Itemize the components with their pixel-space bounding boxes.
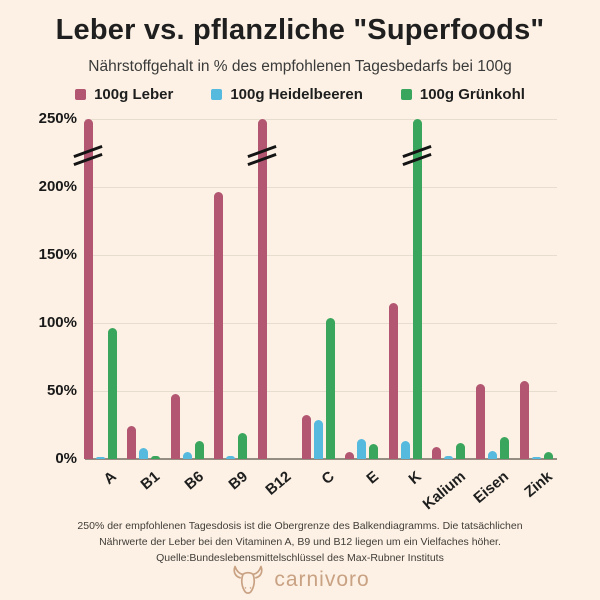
x-axis-tick-label: Zink — [521, 468, 556, 501]
bar-K-100g-leber — [388, 302, 398, 459]
legend-item: 100g Grünkohl — [400, 86, 525, 103]
bar-Eisen-100g-grünkohl — [499, 437, 509, 459]
x-axis-baseline — [85, 458, 557, 460]
x-axis-tick-label: B12 — [262, 468, 295, 499]
bar-A-100g-heidelbeeren — [95, 457, 105, 459]
gridline — [85, 119, 557, 120]
footnote-line-1: 250% der empfohlenen Tagesdosis ist die … — [77, 520, 523, 532]
bar-B9-100g-grünkohl — [238, 433, 248, 459]
legend-item: 100g Leber — [75, 86, 173, 103]
bar-Kalium-100g-leber — [432, 446, 442, 459]
legend-label: 100g Grünkohl — [419, 86, 525, 103]
cow-head-icon — [233, 565, 263, 594]
bar-Eisen-100g-leber — [475, 384, 485, 459]
bar-C-100g-heidelbeeren — [313, 419, 323, 459]
legend-swatch-icon — [75, 89, 87, 100]
bar-B6-100g-leber — [170, 393, 180, 459]
x-axis-tick-label: K — [405, 468, 426, 488]
footnote-line-3: Quelle:Bundeslebensmittelschlüssel des M… — [156, 552, 444, 564]
bar-Eisen-100g-heidelbeeren — [487, 450, 497, 459]
bar-E-100g-leber — [345, 452, 355, 459]
bar-B1-100g-leber — [127, 426, 137, 459]
bar-E-100g-heidelbeeren — [357, 438, 367, 459]
axis-break-icon — [247, 144, 277, 167]
chart-title: Leber vs. pflanzliche "Superfoods" — [55, 14, 545, 46]
bar-B1-100g-grünkohl — [151, 456, 161, 459]
x-axis-tick-label: Eisen — [470, 468, 513, 507]
bar-Zink-100g-heidelbeeren — [531, 457, 541, 459]
y-axis-tick-label: 200% — [38, 178, 77, 195]
bar-A-100g-grünkohl — [107, 328, 117, 459]
chart-subtitle: Nährstoffgehalt in % des empfohlenen Tag… — [88, 58, 512, 75]
footnote-line-2: Nährwerte der Leber bei den Vitaminen A,… — [99, 536, 501, 548]
y-axis-tick-label: 150% — [38, 246, 77, 263]
bar-K-100g-grünkohl — [412, 119, 422, 459]
axis-break-icon — [402, 144, 432, 167]
x-axis-tick-label: C — [318, 468, 338, 488]
legend-item: 100g Heidelbeeren — [211, 86, 363, 103]
gridline — [85, 255, 557, 256]
bar-B1-100g-heidelbeeren — [139, 448, 149, 459]
x-axis-tick-label: B9 — [225, 468, 251, 494]
legend: 100g Leber 100g Heidelbeeren 100g Grünkohl — [0, 86, 600, 103]
bar-B6-100g-heidelbeeren — [182, 452, 192, 459]
x-axis-tick-label: A — [100, 468, 120, 488]
bar-C-100g-leber — [301, 415, 311, 459]
axis-break-icon — [73, 144, 103, 167]
bar-Zink-100g-leber — [519, 381, 529, 459]
bar-B12-100g-leber — [257, 119, 267, 459]
brand-name: carnivoro — [274, 568, 370, 591]
bar-Kalium-100g-heidelbeeren — [444, 456, 454, 459]
y-axis-tick-label: 100% — [38, 314, 77, 331]
legend-label: 100g Heidelbeeren — [230, 86, 363, 103]
x-axis-tick-label: B1 — [137, 468, 164, 494]
gridline — [85, 323, 557, 324]
y-axis-tick-label: 250% — [38, 110, 77, 127]
bar-B6-100g-grünkohl — [194, 441, 204, 459]
legend-label: 100g Leber — [94, 86, 174, 103]
y-axis-tick-label: 50% — [46, 382, 77, 399]
bar-C-100g-grünkohl — [325, 317, 335, 459]
bar-Zink-100g-grünkohl — [543, 452, 553, 459]
legend-swatch-icon — [211, 89, 223, 100]
y-axis-tick-label: 0% — [55, 450, 77, 467]
bar-E-100g-grünkohl — [369, 444, 379, 459]
bar-B9-100g-leber — [214, 192, 224, 459]
x-axis-tick-label: B6 — [181, 468, 208, 494]
gridline — [85, 391, 557, 392]
legend-swatch-icon — [400, 89, 412, 100]
bar-B9-100g-heidelbeeren — [226, 456, 236, 459]
gridline — [85, 187, 557, 188]
x-axis-tick-label: Kalium — [419, 468, 469, 514]
bar-A-100g-leber — [83, 119, 93, 459]
bar-Kalium-100g-grünkohl — [456, 442, 466, 459]
bar-K-100g-heidelbeeren — [400, 441, 410, 459]
x-axis-tick-label: E — [362, 468, 382, 488]
brand-logo: carnivoro — [0, 564, 600, 596]
